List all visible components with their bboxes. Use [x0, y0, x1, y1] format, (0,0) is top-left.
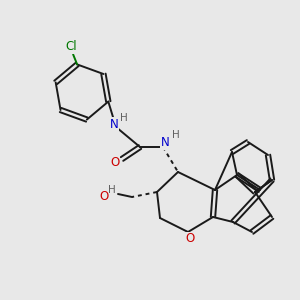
Text: O: O — [185, 232, 195, 245]
Text: O: O — [110, 157, 120, 169]
Text: N: N — [110, 118, 118, 130]
Text: H: H — [120, 113, 128, 123]
Text: H: H — [172, 130, 180, 140]
Text: Cl: Cl — [65, 40, 77, 53]
Text: O: O — [99, 190, 109, 203]
Text: N: N — [160, 136, 169, 149]
Text: H: H — [108, 185, 116, 195]
